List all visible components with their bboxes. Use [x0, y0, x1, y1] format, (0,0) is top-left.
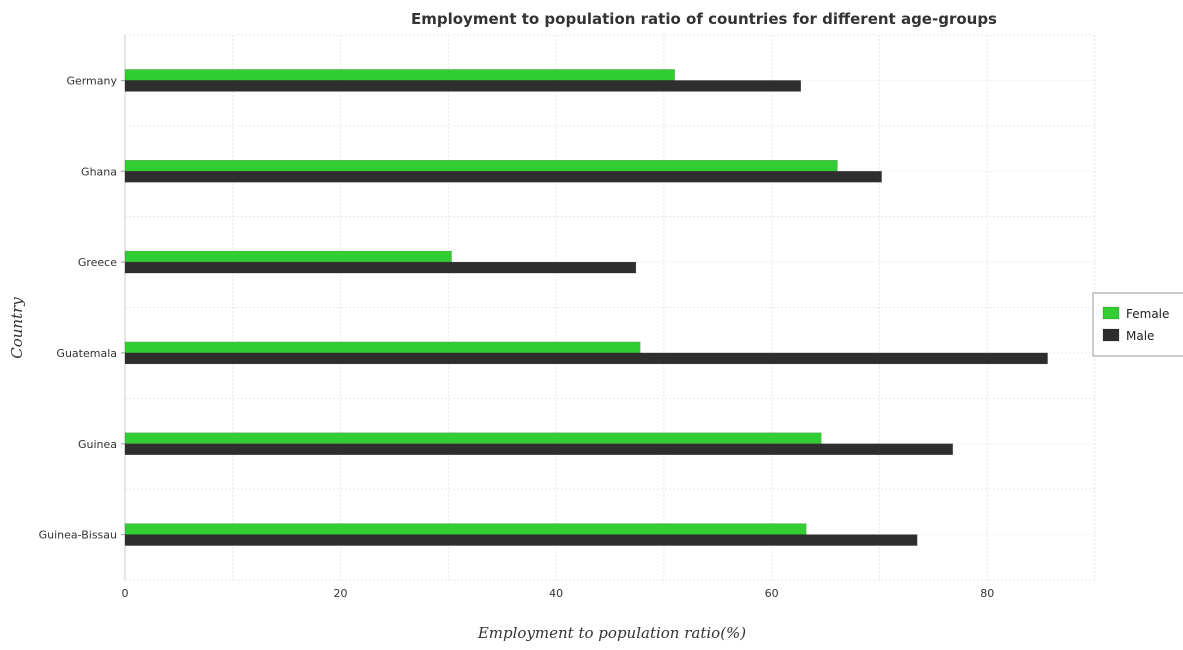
legend-swatch-female: [1102, 306, 1120, 320]
y-tick-label: Guatemala: [56, 347, 117, 360]
bar-female-guatemala: [124, 341, 641, 354]
bars: [124, 69, 1048, 546]
x-tick-label: 40: [549, 587, 563, 600]
x-tick-label: 80: [980, 587, 994, 600]
legend: Female Male: [1092, 292, 1183, 357]
bar-female-greece: [124, 250, 452, 263]
legend-box: [1092, 292, 1183, 357]
legend-swatch-male: [1102, 328, 1120, 342]
bar-male-guatemala: [124, 352, 1048, 365]
y-tick-labels: Germany Ghana Greece Guatemala Guinea Guinea-…: [39, 74, 125, 542]
bar-female-germany: [124, 69, 675, 81]
bar-female-guinea-bissau: [124, 523, 807, 535]
y-tick-label: Greece: [78, 256, 117, 269]
y-tick-label: Guinea: [78, 438, 117, 451]
x-tick-label: 20: [334, 587, 348, 600]
bar-female-guinea: [124, 432, 822, 444]
bar-female-ghana: [124, 160, 838, 172]
legend-label-male: Male: [1126, 329, 1154, 343]
y-tick-label: Ghana: [81, 165, 117, 178]
y-axis-label: Country: [8, 297, 26, 359]
x-axis-label: Employment to population ratio(%): [477, 624, 746, 642]
y-tick-label: Guinea-Bissau: [39, 529, 117, 542]
x-tick-labels: 0 20 40 60 80: [122, 587, 995, 600]
bar-male-guinea-bissau: [124, 534, 918, 546]
legend-label-female: Female: [1126, 307, 1169, 321]
y-tick-label: Germany: [66, 74, 117, 87]
bar-male-guinea: [124, 443, 953, 455]
x-tick-label: 0: [122, 587, 129, 600]
bar-male-ghana: [124, 171, 882, 183]
bar-male-greece: [124, 261, 637, 274]
chart-title: Employment to population ratio of countr…: [411, 10, 997, 28]
bar-male-germany: [124, 80, 802, 92]
x-tick-label: 60: [765, 587, 779, 600]
